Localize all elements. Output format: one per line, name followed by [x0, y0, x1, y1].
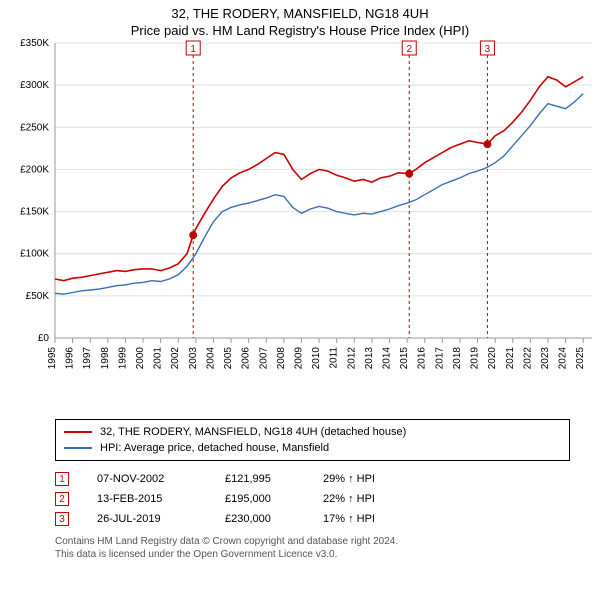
svg-text:£0: £0 — [38, 333, 50, 344]
title-block: 32, THE RODERY, MANSFIELD, NG18 4UH Pric… — [0, 0, 600, 38]
svg-text:2001: 2001 — [153, 347, 164, 370]
svg-text:2006: 2006 — [241, 347, 252, 370]
svg-text:2020: 2020 — [487, 347, 498, 370]
event-marker: 1 — [55, 472, 69, 486]
footer-line-2: This data is licensed under the Open Gov… — [55, 548, 570, 561]
svg-text:1995: 1995 — [47, 347, 58, 370]
chart-area: £0 £50K £100K £150K £200K £250K £300K £350K 1995… — [0, 38, 600, 413]
svg-text:£100K: £100K — [20, 249, 49, 260]
svg-text:2010: 2010 — [311, 347, 322, 370]
legend: 32, THE RODERY, MANSFIELD, NG18 4UH (det… — [55, 419, 570, 461]
svg-text:1997: 1997 — [82, 347, 93, 370]
event-price: £195,000 — [225, 493, 295, 505]
legend-swatch — [64, 431, 92, 433]
legend-row: 32, THE RODERY, MANSFIELD, NG18 4UH (det… — [64, 424, 561, 440]
event-date: 07-NOV-2002 — [97, 473, 197, 485]
svg-text:2017: 2017 — [434, 347, 445, 370]
svg-text:2016: 2016 — [417, 347, 428, 370]
svg-text:2000: 2000 — [135, 347, 146, 370]
event-diff: 17% ↑ HPI — [323, 513, 375, 525]
chart-svg: £0 £50K £100K £150K £200K £250K £300K £350K 1995… — [0, 38, 600, 413]
svg-text:£250K: £250K — [20, 122, 49, 133]
svg-text:2022: 2022 — [522, 347, 533, 370]
svg-text:2024: 2024 — [558, 347, 569, 370]
event-date: 26-JUL-2019 — [97, 513, 197, 525]
svg-text:1998: 1998 — [100, 347, 111, 370]
svg-text:£300K: £300K — [20, 80, 49, 91]
svg-text:1: 1 — [190, 44, 196, 55]
title-sub: Price paid vs. HM Land Registry's House … — [0, 23, 600, 38]
event-date: 13-FEB-2015 — [97, 493, 197, 505]
event-marker: 2 — [55, 492, 69, 506]
svg-text:2008: 2008 — [276, 347, 287, 370]
footer: Contains HM Land Registry data © Crown c… — [55, 535, 570, 561]
event-price: £121,995 — [225, 473, 295, 485]
legend-label: 32, THE RODERY, MANSFIELD, NG18 4UH (det… — [100, 426, 406, 438]
event-marker: 3 — [55, 512, 69, 526]
legend-row: HPI: Average price, detached house, Mans… — [64, 440, 561, 456]
svg-text:2021: 2021 — [505, 347, 516, 370]
svg-text:£50K: £50K — [26, 291, 50, 302]
footer-line-1: Contains HM Land Registry data © Crown c… — [55, 535, 570, 548]
event-diff: 22% ↑ HPI — [323, 493, 375, 505]
svg-text:£200K: £200K — [20, 164, 49, 175]
svg-text:3: 3 — [485, 44, 491, 55]
title-main: 32, THE RODERY, MANSFIELD, NG18 4UH — [0, 6, 600, 21]
svg-text:2018: 2018 — [452, 347, 463, 370]
svg-text:2023: 2023 — [540, 347, 551, 370]
event-price: £230,000 — [225, 513, 295, 525]
event-row: 1 07-NOV-2002 £121,995 29% ↑ HPI — [55, 469, 570, 489]
svg-text:2012: 2012 — [346, 347, 357, 370]
svg-text:1996: 1996 — [65, 347, 76, 370]
svg-text:2013: 2013 — [364, 347, 375, 370]
event-diff: 29% ↑ HPI — [323, 473, 375, 485]
legend-swatch — [64, 447, 92, 449]
svg-text:1999: 1999 — [117, 347, 128, 370]
svg-text:2009: 2009 — [293, 347, 304, 370]
svg-text:2019: 2019 — [470, 347, 481, 370]
event-table: 1 07-NOV-2002 £121,995 29% ↑ HPI 2 13-FEB-201… — [55, 469, 570, 529]
svg-text:2: 2 — [406, 44, 412, 55]
figure: 32, THE RODERY, MANSFIELD, NG18 4UH Pric… — [0, 0, 600, 561]
svg-text:2014: 2014 — [382, 347, 393, 370]
svg-text:2004: 2004 — [205, 347, 216, 370]
svg-text:£150K: £150K — [20, 207, 49, 218]
svg-text:2005: 2005 — [223, 347, 234, 370]
svg-text:2007: 2007 — [258, 347, 269, 370]
event-row: 3 26-JUL-2019 £230,000 17% ↑ HPI — [55, 509, 570, 529]
svg-text:2003: 2003 — [188, 347, 199, 370]
svg-text:2011: 2011 — [329, 347, 340, 369]
svg-text:£350K: £350K — [20, 38, 49, 49]
svg-text:2002: 2002 — [170, 347, 181, 370]
svg-text:2015: 2015 — [399, 347, 410, 370]
svg-text:2025: 2025 — [575, 347, 586, 370]
event-row: 2 13-FEB-2015 £195,000 22% ↑ HPI — [55, 489, 570, 509]
legend-label: HPI: Average price, detached house, Mans… — [100, 442, 329, 454]
